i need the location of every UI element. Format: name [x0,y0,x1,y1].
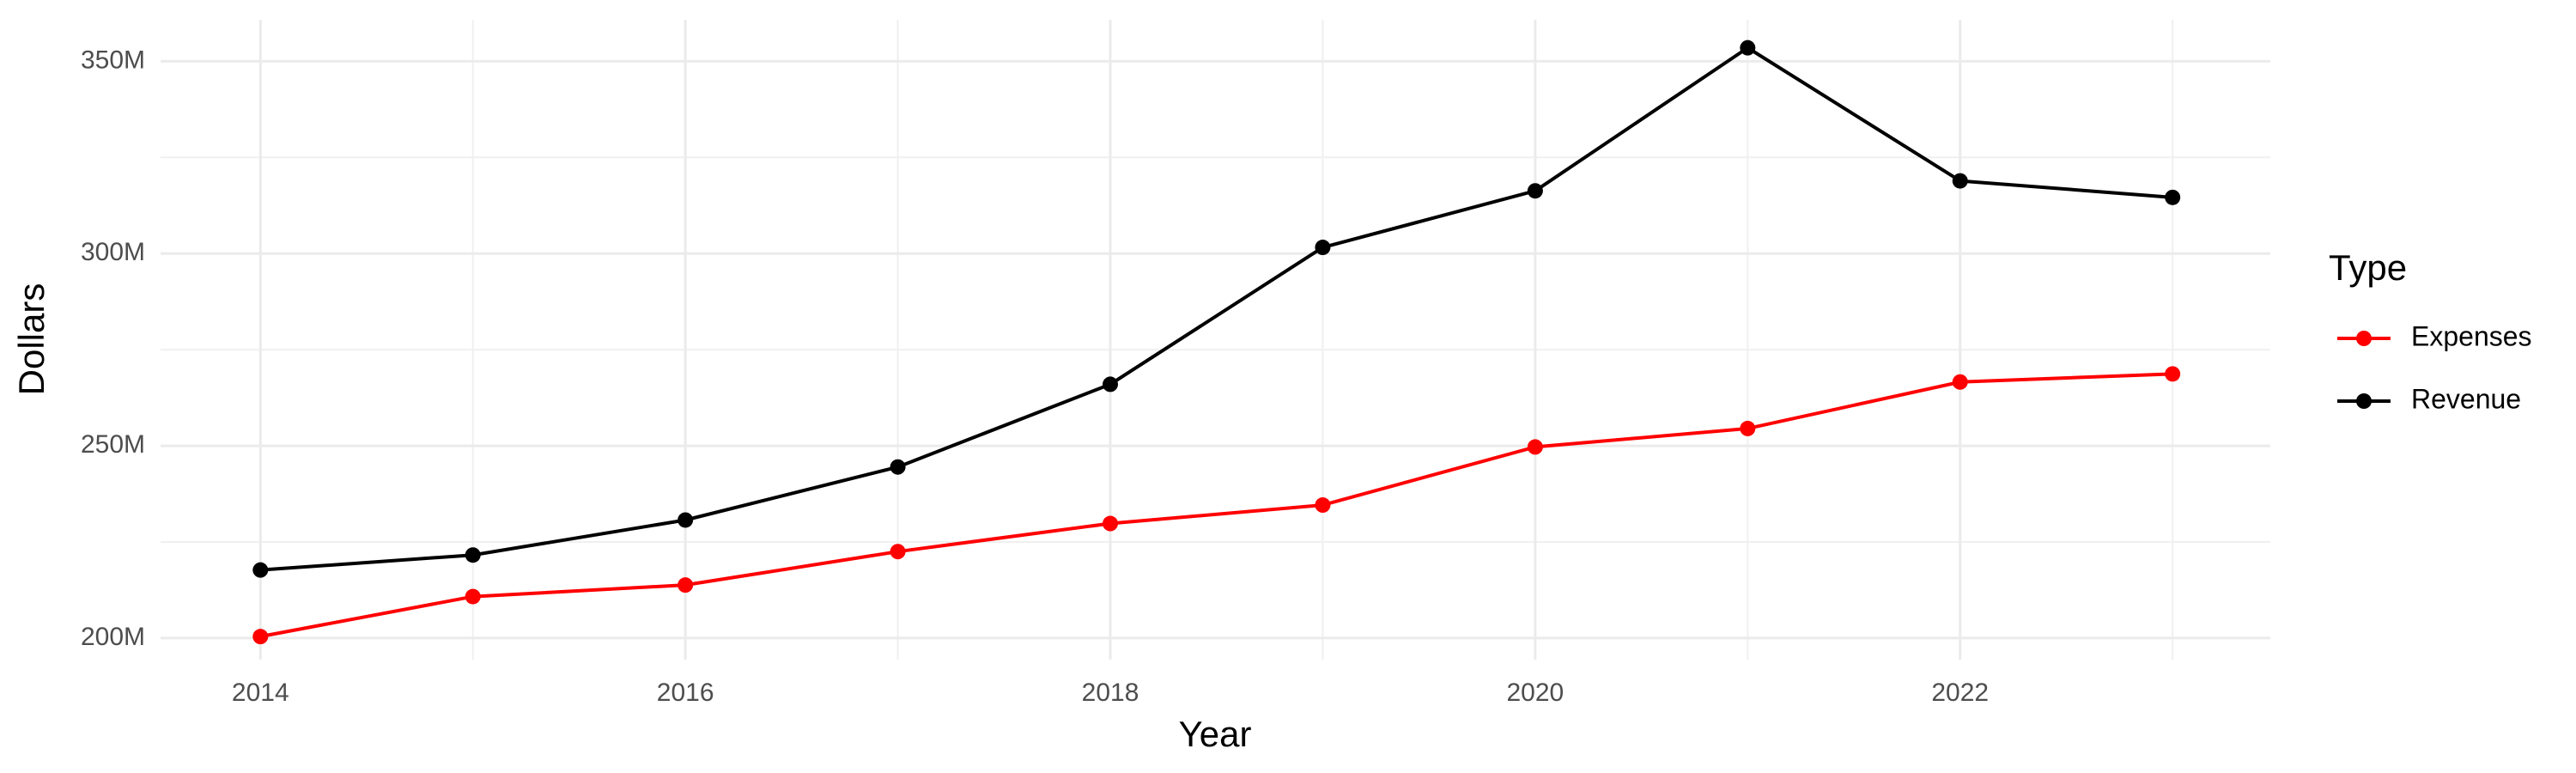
point [2165,366,2181,382]
point [890,459,906,475]
point [465,588,481,605]
point [1103,515,1119,532]
y-axis-title: Dollars [11,283,52,396]
x-tick-label: 2020 [1507,679,1564,707]
legend-label: Expenses [2411,320,2532,351]
point [1103,376,1119,393]
point [677,577,694,593]
point [1740,420,1756,436]
x-tick-label: 2014 [232,679,289,707]
legend-swatch [2356,393,2372,409]
point [1527,183,1543,199]
point [465,547,481,563]
point [1315,240,1331,256]
y-tick-label: 350M [81,46,145,74]
x-tick-label: 2016 [657,679,714,707]
point [1952,374,1968,390]
legend-swatch [2356,331,2372,346]
legend-title: Type [2329,247,2407,288]
y-tick-label: 300M [81,238,145,266]
point [1952,173,1968,189]
point [1740,40,1756,56]
y-tick-label: 200M [81,623,145,651]
x-tick-label: 2022 [1931,679,1989,707]
x-axis-title: Year [1179,714,1252,754]
point [677,512,694,528]
series-line [259,372,2173,639]
point [890,544,906,560]
series-line [260,46,2173,572]
x-tick-label: 2018 [1082,679,1139,707]
point [2165,189,2181,205]
point [252,629,269,645]
legend-label: Revenue [2411,383,2521,414]
point [252,562,269,578]
point [1315,497,1331,514]
point [1527,439,1543,455]
y-tick-label: 250M [81,430,145,459]
